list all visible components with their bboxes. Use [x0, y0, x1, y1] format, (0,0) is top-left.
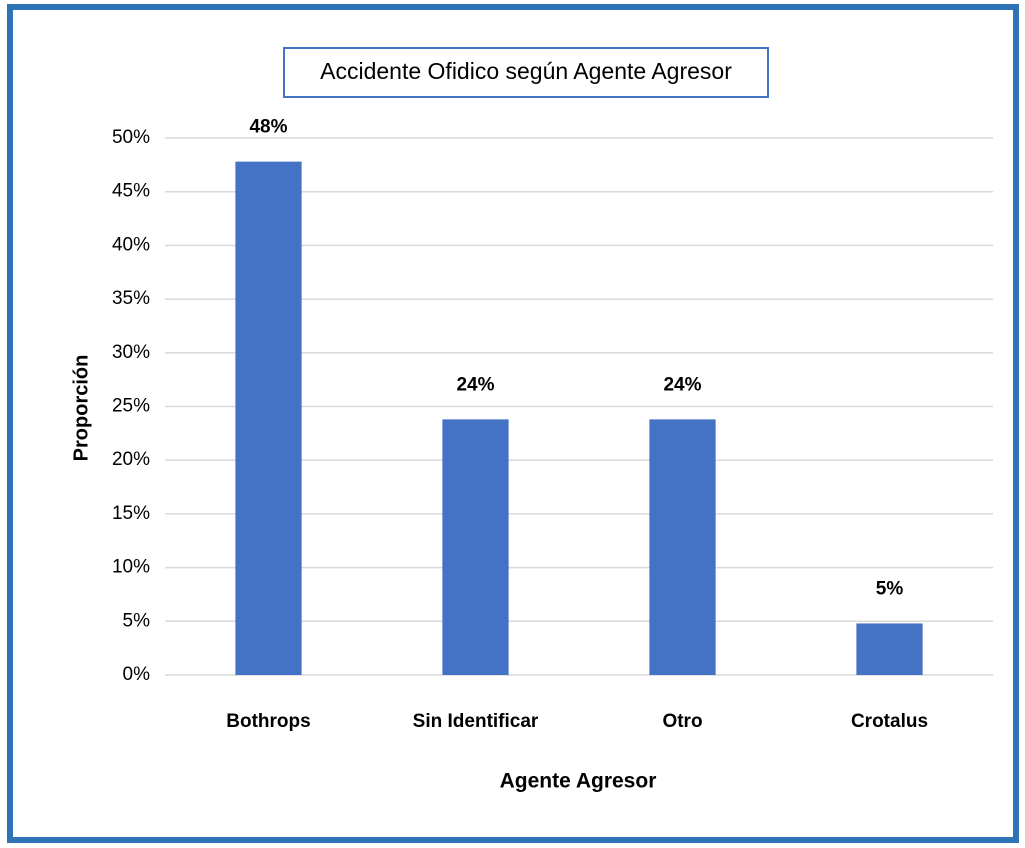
y-tick-label: 35%: [112, 288, 150, 309]
y-tick-label: 10%: [112, 557, 150, 578]
bar: [649, 419, 716, 675]
bar: [856, 623, 923, 675]
x-tick-label: Otro: [662, 711, 702, 732]
data-label: 48%: [249, 117, 287, 138]
y-tick-label: 30%: [112, 342, 150, 363]
y-tick-label: 45%: [112, 181, 150, 202]
data-label: 5%: [876, 578, 904, 599]
bar: [235, 161, 302, 676]
x-axis-label: Agente Agresor: [500, 770, 657, 793]
data-label: 24%: [456, 374, 494, 395]
x-tick-label: Bothrops: [226, 711, 310, 732]
y-tick-label: 25%: [112, 396, 150, 417]
y-tick-label: 15%: [112, 503, 150, 524]
bar: [442, 419, 509, 675]
y-tick-label: 5%: [123, 610, 151, 631]
y-tick-label: 40%: [112, 234, 150, 255]
chart-frame: [7, 4, 1019, 843]
y-tick-label: 20%: [112, 449, 150, 470]
chart-title: Accidente Ofidico según Agente Agresor: [320, 58, 732, 84]
x-tick-label: Crotalus: [851, 711, 928, 732]
x-tick-label: Sin Identificar: [413, 711, 539, 732]
y-axis-label: Proporción: [70, 355, 92, 462]
y-tick-label: 50%: [112, 127, 150, 148]
y-tick-label: 0%: [123, 664, 151, 685]
title-box: [283, 47, 769, 98]
data-label: 24%: [663, 374, 701, 395]
